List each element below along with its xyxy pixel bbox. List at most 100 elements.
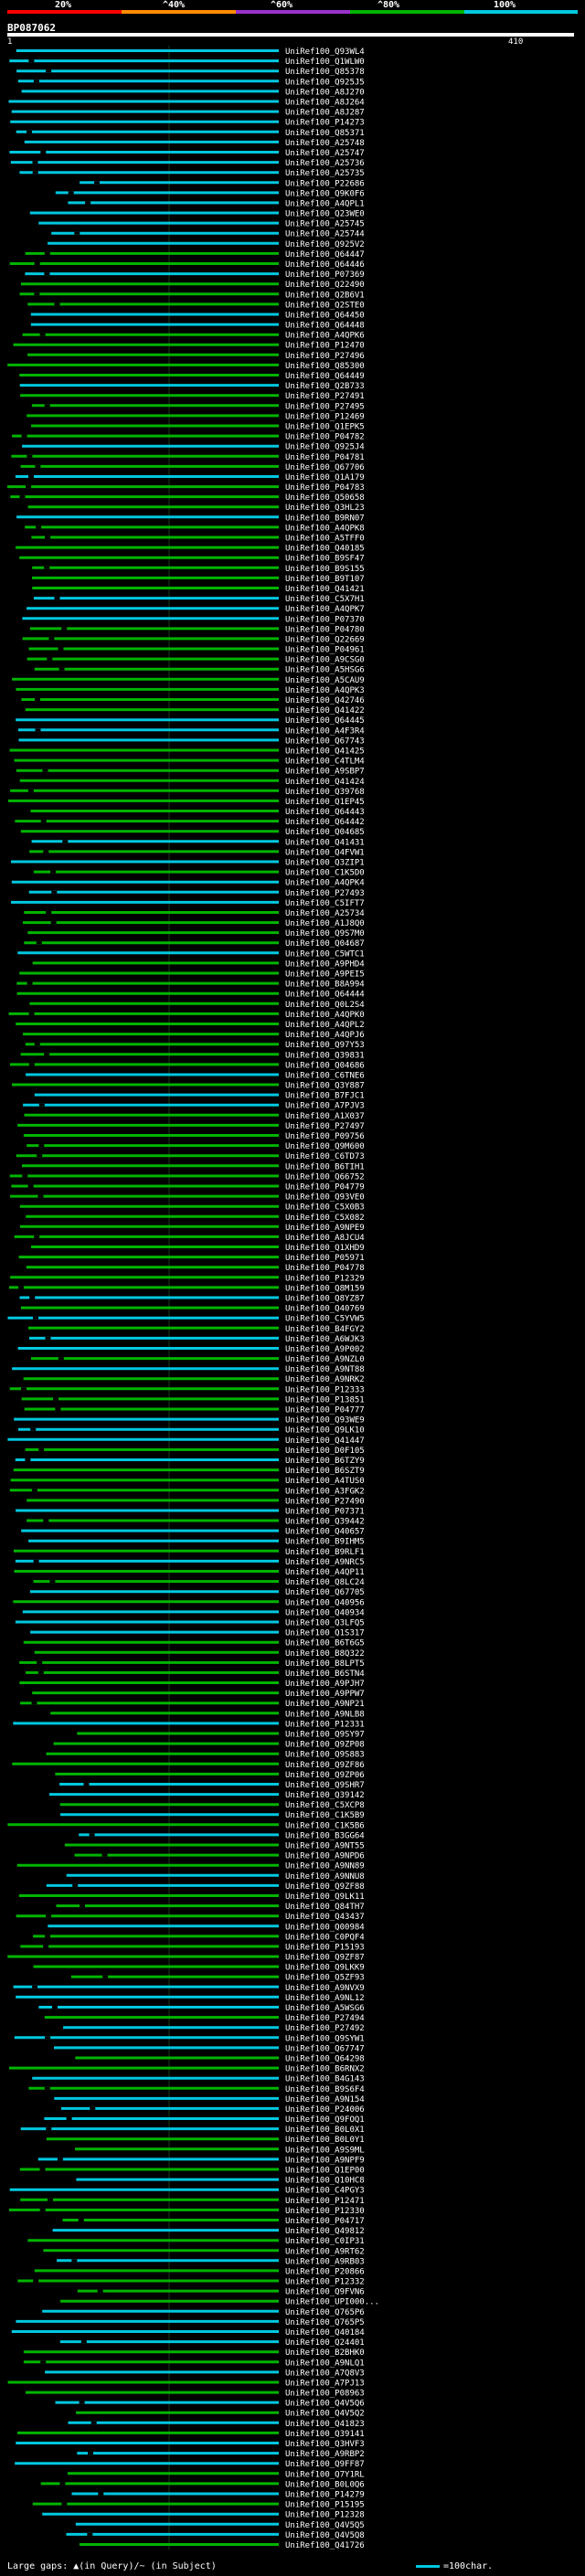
hit-label[interactable]: UniRef100_Q1EP45 bbox=[285, 798, 365, 807]
hit-label[interactable]: UniRef100_P27492 bbox=[285, 2024, 365, 2033]
hit-label[interactable]: UniRef100_A25734 bbox=[285, 909, 365, 918]
hit-label[interactable]: UniRef100_P07371 bbox=[285, 1508, 365, 1517]
hit-label[interactable]: UniRef100_Q50658 bbox=[285, 493, 365, 503]
hit-label[interactable]: UniRef100_A9NRC5 bbox=[285, 1558, 365, 1567]
hit-label[interactable]: UniRef100_P04783 bbox=[285, 483, 365, 493]
hit-label[interactable]: UniRef100_A4QPK8 bbox=[285, 524, 365, 533]
hit-label[interactable]: UniRef100_Q41424 bbox=[285, 778, 365, 787]
hit-label[interactable]: UniRef100_Q10HC8 bbox=[285, 2177, 365, 2186]
hit-label[interactable]: UniRef100_A9PHD4 bbox=[285, 959, 365, 969]
hit-label[interactable]: UniRef100_Q9M600 bbox=[285, 1142, 365, 1151]
hit-label[interactable]: UniRef100_P12470 bbox=[285, 342, 365, 351]
hit-label[interactable]: UniRef100_A4QPK3 bbox=[285, 686, 365, 695]
hit-label[interactable]: UniRef100_Q67743 bbox=[285, 737, 365, 746]
hit-label[interactable]: UniRef100_A9NRK2 bbox=[285, 1375, 365, 1384]
hit-label[interactable]: UniRef100_Q41823 bbox=[285, 2420, 365, 2429]
hit-label[interactable]: UniRef100_P15195 bbox=[285, 2501, 365, 2510]
hit-label[interactable]: UniRef100_Q3HL23 bbox=[285, 504, 365, 513]
hit-label[interactable]: UniRef100_Q85378 bbox=[285, 68, 365, 77]
hit-label[interactable]: UniRef100_Q66752 bbox=[285, 1172, 365, 1182]
hit-label[interactable]: UniRef100_C5IFT7 bbox=[285, 899, 365, 908]
hit-label[interactable]: UniRef100_Q22669 bbox=[285, 635, 365, 644]
hit-label[interactable]: UniRef100_P07370 bbox=[285, 615, 365, 624]
hit-label[interactable]: UniRef100_A1J8Q0 bbox=[285, 919, 365, 928]
hit-label[interactable]: UniRef100_P08963 bbox=[285, 2390, 365, 2399]
hit-label[interactable]: UniRef100_P27494 bbox=[285, 2014, 365, 2023]
hit-label[interactable]: UniRef100_Q41425 bbox=[285, 747, 365, 757]
hit-label[interactable]: UniRef100_P14273 bbox=[285, 119, 365, 128]
hit-label[interactable]: UniRef100_Q7Y1RL bbox=[285, 2470, 365, 2479]
hit-label[interactable]: UniRef100_UPI000... bbox=[285, 2298, 379, 2307]
hit-label[interactable]: UniRef100_Q765P6 bbox=[285, 2308, 365, 2317]
hit-label[interactable]: UniRef100_Q3ZIP1 bbox=[285, 859, 365, 868]
hit-label[interactable]: UniRef100_Q9LKK9 bbox=[285, 1964, 365, 1973]
hit-label[interactable]: UniRef100_C5X0B3 bbox=[285, 1203, 365, 1213]
hit-label[interactable]: UniRef100_Q4V5Q8 bbox=[285, 2531, 365, 2540]
hit-label[interactable]: UniRef100_B0L0Y1 bbox=[285, 2136, 365, 2145]
hit-label[interactable]: UniRef100_C0IP31 bbox=[285, 2237, 365, 2246]
hit-label[interactable]: UniRef100_B6TZY9 bbox=[285, 1457, 365, 1466]
hit-label[interactable]: UniRef100_A8J270 bbox=[285, 88, 365, 97]
hit-label[interactable]: UniRef100_P20866 bbox=[285, 2267, 365, 2276]
hit-label[interactable]: UniRef100_D0F105 bbox=[285, 1447, 365, 1456]
hit-label[interactable]: UniRef100_A9NVX9 bbox=[285, 1984, 365, 1993]
hit-label[interactable]: UniRef100_Q64448 bbox=[285, 322, 365, 331]
hit-label[interactable]: UniRef100_P12331 bbox=[285, 1720, 365, 1729]
hit-label[interactable]: UniRef100_B8Q322 bbox=[285, 1649, 365, 1659]
hit-label[interactable]: UniRef100_B9IHM5 bbox=[285, 1538, 365, 1547]
hit-label[interactable]: UniRef100_Q1WLW0 bbox=[285, 58, 365, 67]
hit-label[interactable]: UniRef100_Q4V5Q5 bbox=[285, 2521, 365, 2530]
hit-label[interactable]: UniRef100_Q8M159 bbox=[285, 1284, 365, 1293]
hit-label[interactable]: UniRef100_A6WJK3 bbox=[285, 1335, 365, 1344]
hit-label[interactable]: UniRef100_A4QPK6 bbox=[285, 332, 365, 341]
hit-label[interactable]: UniRef100_P12329 bbox=[285, 1274, 365, 1283]
hit-label[interactable]: UniRef100_C0PQF4 bbox=[285, 1933, 365, 1942]
hit-label[interactable]: UniRef100_P12469 bbox=[285, 412, 365, 421]
hit-label[interactable]: UniRef100_C5XCP8 bbox=[285, 1801, 365, 1810]
hit-label[interactable]: UniRef100_A7PJV3 bbox=[285, 1102, 365, 1111]
hit-label[interactable]: UniRef100_Q67747 bbox=[285, 2044, 365, 2053]
hit-label[interactable]: UniRef100_Q5ZF93 bbox=[285, 1974, 365, 1983]
hit-label[interactable]: UniRef100_A9NT55 bbox=[285, 1842, 365, 1851]
hit-label[interactable]: UniRef100_Q0L2S4 bbox=[285, 1001, 365, 1010]
hit-label[interactable]: UniRef100_Q9LK10 bbox=[285, 1426, 365, 1436]
hit-label[interactable]: UniRef100_C6TD73 bbox=[285, 1152, 365, 1161]
hit-label[interactable]: UniRef100_A25736 bbox=[285, 159, 365, 168]
hit-label[interactable]: UniRef100_Q41726 bbox=[285, 2541, 365, 2549]
hit-label[interactable]: UniRef100_Q93WE9 bbox=[285, 1416, 365, 1426]
hit-label[interactable]: UniRef100_A9NT88 bbox=[285, 1365, 365, 1374]
hit-label[interactable]: UniRef100_Q9ZF87 bbox=[285, 1954, 365, 1963]
hit-label[interactable]: UniRef100_B9S155 bbox=[285, 565, 365, 574]
hit-label[interactable]: UniRef100_Q84TH7 bbox=[285, 1903, 365, 1912]
hit-label[interactable]: UniRef100_C1K5B9 bbox=[285, 1811, 365, 1820]
hit-label[interactable]: UniRef100_Q9K0F6 bbox=[285, 189, 365, 198]
hit-label[interactable]: UniRef100_P04779 bbox=[285, 1183, 365, 1193]
hit-label[interactable]: UniRef100_Q40934 bbox=[285, 1608, 365, 1617]
hit-label[interactable]: UniRef100_P12332 bbox=[285, 2278, 365, 2287]
hit-label[interactable]: UniRef100_Q64298 bbox=[285, 2055, 365, 2064]
hit-label[interactable]: UniRef100_A9P002 bbox=[285, 1345, 365, 1354]
hit-label[interactable]: UniRef100_Q1XHD9 bbox=[285, 1244, 365, 1253]
hit-label[interactable]: UniRef100_Q1EP00 bbox=[285, 2167, 365, 2176]
hit-label[interactable]: UniRef100_Q39442 bbox=[285, 1518, 365, 1527]
hit-label[interactable]: UniRef100_B2BHK0 bbox=[285, 2348, 365, 2358]
hit-label[interactable]: UniRef100_C5X7H1 bbox=[285, 595, 365, 604]
hit-label[interactable]: UniRef100_Q39831 bbox=[285, 1051, 365, 1060]
hit-label[interactable]: UniRef100_Q41431 bbox=[285, 838, 365, 847]
hit-label[interactable]: UniRef100_A9NLB8 bbox=[285, 1710, 365, 1719]
hit-label[interactable]: UniRef100_Q9SY97 bbox=[285, 1731, 365, 1740]
hit-label[interactable]: UniRef100_P04782 bbox=[285, 433, 365, 442]
hit-label[interactable]: UniRef100_A4QPK4 bbox=[285, 879, 365, 888]
hit-label[interactable]: UniRef100_A7Q8V3 bbox=[285, 2369, 365, 2378]
hit-label[interactable]: UniRef100_A25744 bbox=[285, 230, 365, 239]
hit-label[interactable]: UniRef100_Q9S7M0 bbox=[285, 929, 365, 938]
hit-label[interactable]: UniRef100_P13851 bbox=[285, 1395, 365, 1405]
hit-label[interactable]: UniRef100_Q925J4 bbox=[285, 443, 365, 452]
hit-label[interactable]: UniRef100_A4F3R4 bbox=[285, 726, 365, 736]
hit-label[interactable]: UniRef100_A5TFF0 bbox=[285, 535, 365, 544]
hit-label[interactable]: UniRef100_A9NP21 bbox=[285, 1700, 365, 1709]
hit-label[interactable]: UniRef100_Q24401 bbox=[285, 2338, 365, 2348]
hit-label[interactable]: UniRef100_Q64447 bbox=[285, 250, 365, 260]
hit-label[interactable]: UniRef100_C5WTC1 bbox=[285, 949, 365, 959]
hit-label[interactable]: UniRef100_P04777 bbox=[285, 1406, 365, 1415]
